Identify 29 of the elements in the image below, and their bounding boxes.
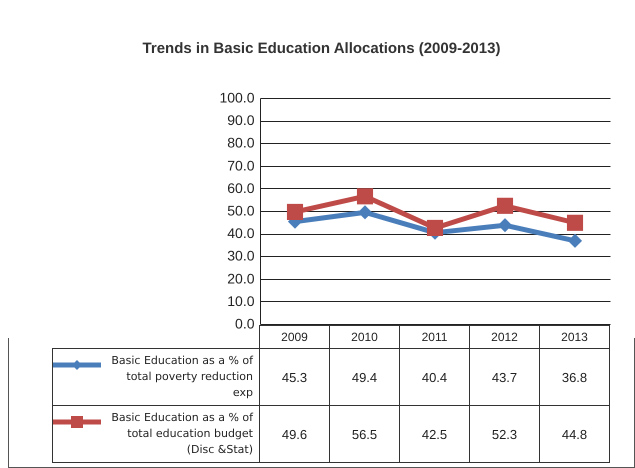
y-tick-label: 40.0 bbox=[227, 225, 255, 242]
data-label: 44.8 bbox=[540, 406, 610, 462]
legend-label: Basic Education as a % of total education budget (Disc &Stat) bbox=[111, 411, 253, 456]
x-tick-label: 2009 bbox=[260, 326, 330, 348]
data-label: 45.3 bbox=[260, 348, 330, 406]
data-label: 43.7 bbox=[470, 348, 540, 406]
y-tick-label: 10.0 bbox=[227, 292, 255, 309]
x-tick-label: 2011 bbox=[400, 326, 470, 348]
chart-title: Trends in Basic Education Allocations (2009-2013) bbox=[142, 40, 502, 57]
data-label: 49.4 bbox=[330, 348, 400, 406]
x-tick-label: 2012 bbox=[470, 326, 540, 348]
y-tick-label: 50.0 bbox=[227, 202, 255, 218]
y-tick-label: 30.0 bbox=[227, 248, 255, 264]
y-tick-label: 70.0 bbox=[227, 157, 255, 174]
y-tick-label: 80.0 bbox=[227, 134, 255, 151]
data-label: 49.6 bbox=[260, 406, 330, 462]
data-label: 36.8 bbox=[540, 348, 610, 406]
data-label: 42.5 bbox=[400, 406, 470, 462]
data-label: 40.4 bbox=[400, 348, 470, 406]
data-label: 52.3 bbox=[470, 406, 540, 462]
data-label: 56.5 bbox=[330, 406, 400, 462]
y-tick-label: 100.0 bbox=[219, 90, 255, 106]
y-tick-label: 90.0 bbox=[227, 112, 255, 128]
y-tick-label: 0.0 bbox=[235, 316, 255, 332]
x-tick-label: 2013 bbox=[540, 326, 610, 348]
legend-label: Basic Education as a % of total poverty reduction exp bbox=[111, 354, 253, 399]
x-tick-label: 2010 bbox=[330, 326, 400, 348]
y-tick-label: 60.0 bbox=[227, 180, 255, 196]
y-tick-label: 20.0 bbox=[227, 270, 255, 286]
